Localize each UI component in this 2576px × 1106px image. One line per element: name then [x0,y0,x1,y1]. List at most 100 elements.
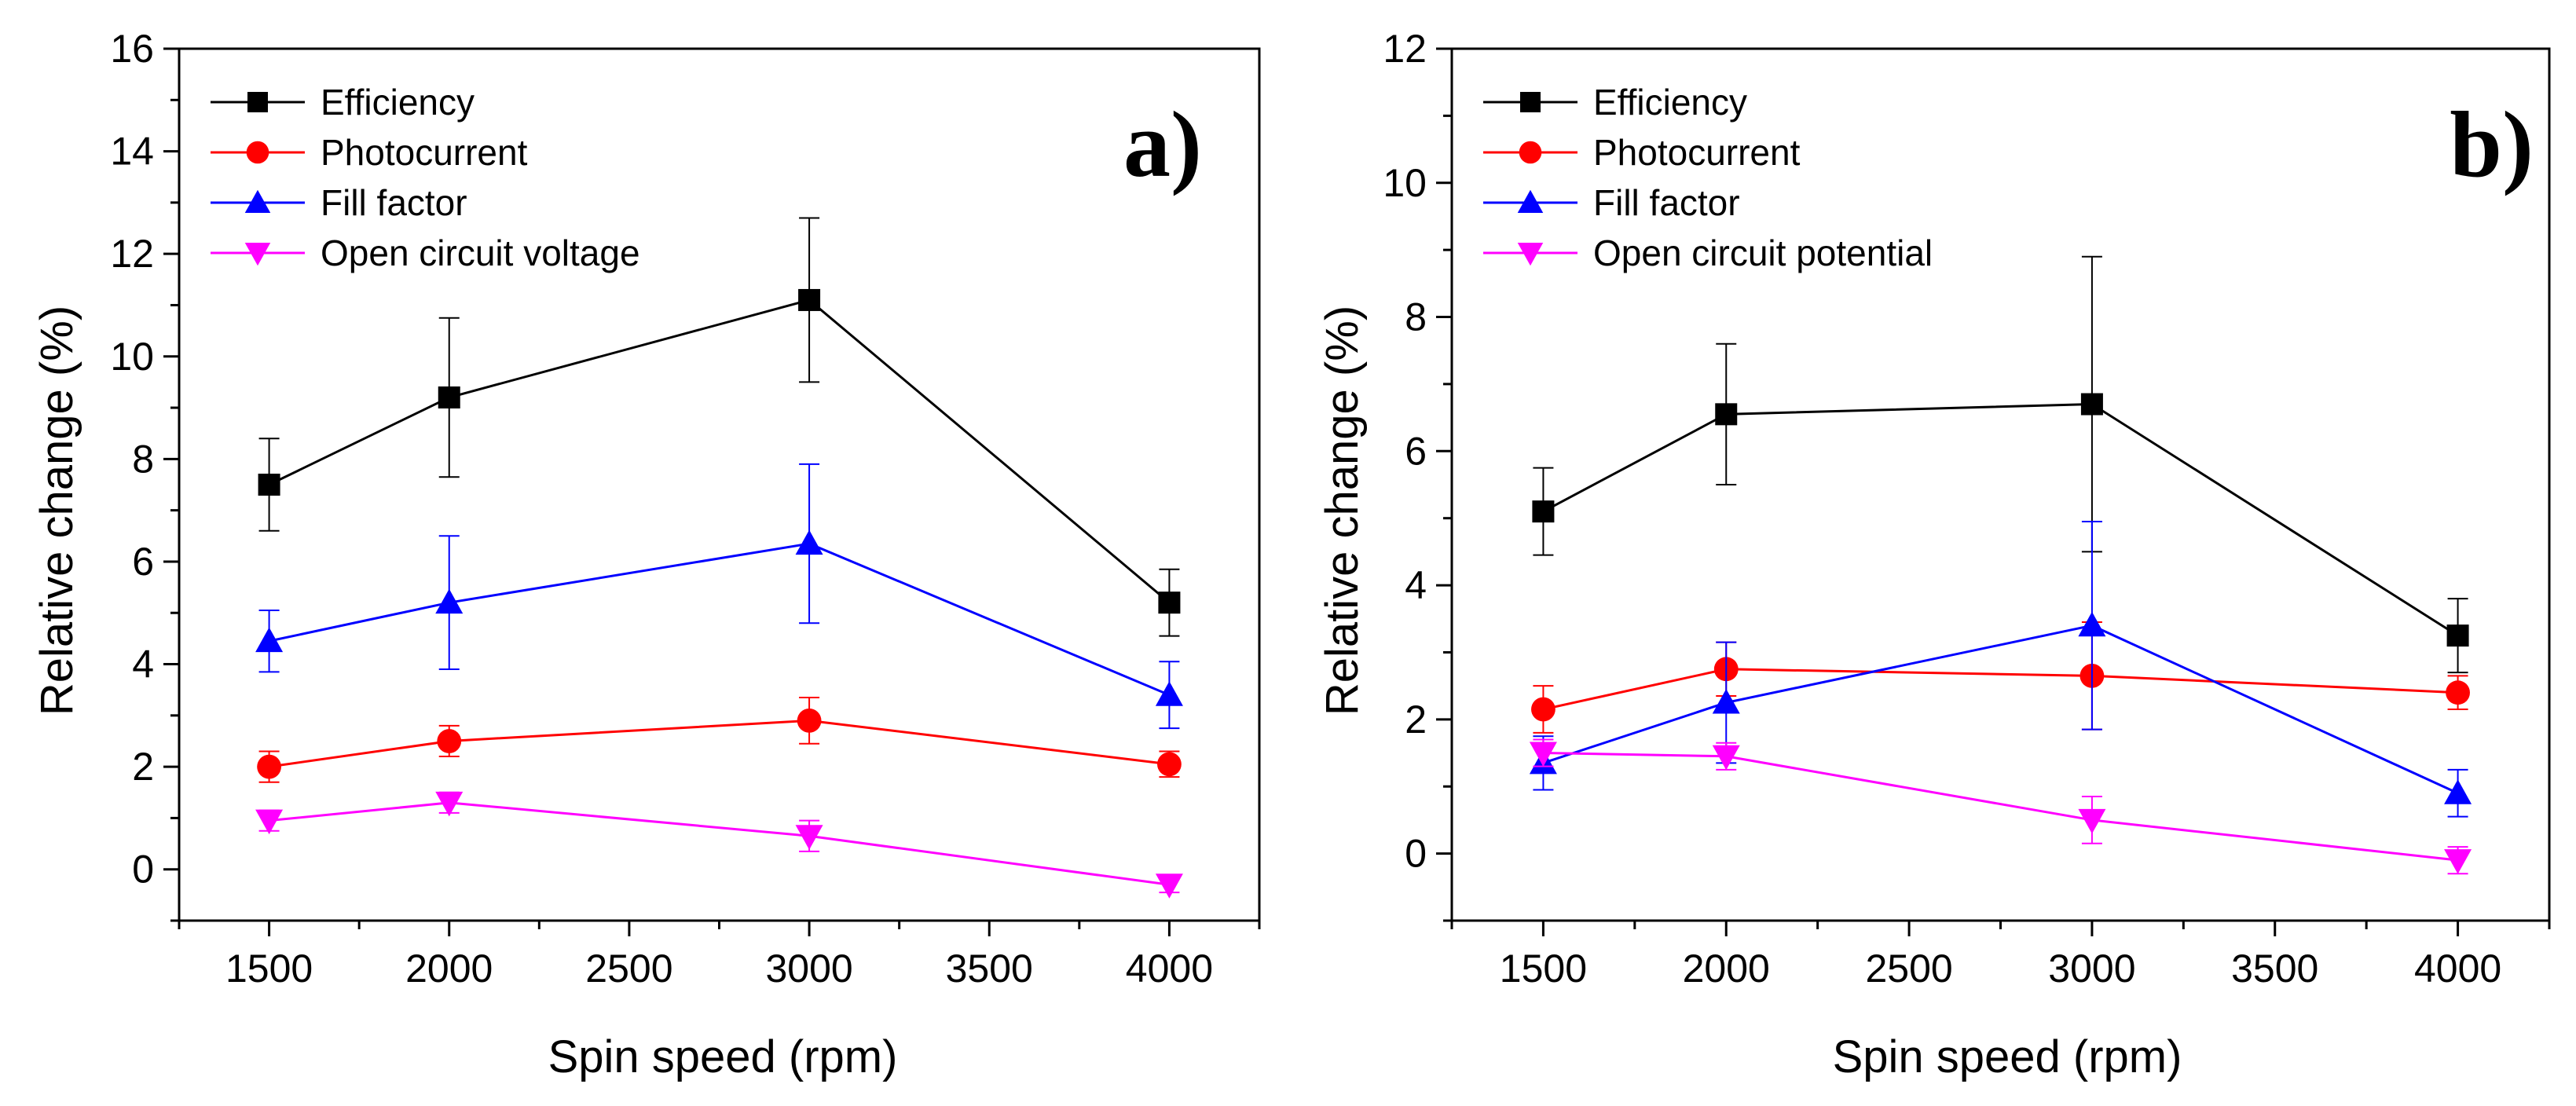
y-tick-label: 8 [1405,295,1427,339]
x-tick-label: 3000 [765,947,852,991]
y-tick-label: 10 [110,335,154,379]
x-tick-label: 3000 [2048,947,2135,991]
data-point [1712,689,1740,714]
x-tick-label: 2000 [1683,947,1770,991]
data-point [255,627,284,653]
y-tick-label: 6 [1405,429,1427,473]
legend-label: Photocurrent [321,132,528,173]
data-point [2078,808,2106,834]
data-point [1529,742,1557,767]
y-tick-label: 0 [1405,832,1427,876]
plot-frame [178,47,1261,922]
y-axis-title: Relative change (%) [1317,306,1368,716]
series-line [1543,752,2458,862]
legend-marker [1519,141,1542,164]
x-tick-label: 3500 [946,947,1033,991]
series-line [1542,624,2459,795]
data-point [2080,393,2103,416]
legend-label: Photocurrent [1593,132,1801,173]
legend-marker [247,92,268,112]
series-line [269,719,1170,768]
chart-panel-a: a) Spin speed (rpm) Relative change (%) … [31,27,1261,1082]
series-line [1542,403,2459,637]
data-point [2444,779,2472,804]
legend-marker [244,243,271,266]
data-point [1158,591,1181,614]
plot-frame [1450,47,2551,922]
y-tick-label: 14 [110,130,154,174]
y-tick-label: 4 [1405,563,1427,607]
data-point [435,791,464,817]
data-point [1155,873,1183,899]
data-point [1155,681,1183,706]
y-tick-label: 4 [132,643,154,687]
data-point [435,588,464,614]
x-tick-label: 4000 [1126,947,1213,991]
x-tick-label: 4000 [2414,947,2501,991]
series-fill-factor [255,463,1183,730]
series-line [269,801,1170,886]
data-point [438,386,460,408]
series-fill-factor [1529,520,2472,818]
panel-label: b) [2450,92,2534,196]
legend-marker [246,141,269,164]
chart-panel-b: b) Spin speed (rpm) Relative change (%) … [1317,27,2551,1082]
legend: Efficiency Photocurrent Fill factor Open ci… [211,82,640,273]
legend-marker [244,189,271,213]
legend-marker [1517,189,1544,213]
legend-marker [1517,243,1544,266]
data-point [437,729,462,753]
series-line [1543,668,2458,711]
data-point [795,825,823,850]
data-point [1532,500,1555,523]
x-axis-title: Spin speed (rpm) [1833,1031,2182,1082]
series-line [268,298,1171,604]
x-tick-label: 2500 [585,947,672,991]
data-point [1712,745,1740,771]
data-point [2444,849,2472,874]
data-point [258,474,280,496]
y-axis-title: Relative change (%) [31,306,82,716]
legend-label: Open circuit voltage [321,233,640,273]
data-point [2078,611,2106,637]
legend-label: Efficiency [321,82,475,123]
x-tick-label: 2000 [405,947,493,991]
series-photocurrent [1531,621,2470,734]
series-open-circuit-voltage [255,791,1183,899]
series-efficiency [1532,255,2469,674]
data-point [797,708,822,733]
legend-label: Fill factor [321,182,467,223]
x-tick-label: 1500 [1500,947,1587,991]
data-point [1157,752,1182,777]
x-tick-label: 3500 [2231,947,2318,991]
legend-label: Fill factor [1593,182,1740,223]
y-tick-label: 16 [110,27,154,71]
series-photocurrent [257,696,1182,783]
series-line [269,542,1170,697]
y-tick-label: 10 [1383,161,1427,205]
data-point [798,288,821,311]
y-tick-label: 12 [1383,27,1427,71]
y-tick-label: 8 [132,437,154,481]
y-tick-label: 2 [1405,698,1427,742]
data-point [257,754,281,779]
panel-label: a) [1123,92,1202,196]
legend-label: Efficiency [1593,82,1747,123]
x-tick-label: 1500 [225,947,313,991]
legend-label: Open circuit potential [1593,233,1933,273]
legend: Efficiency Photocurrent Fill factor Open ci… [1483,82,1933,273]
x-tick-label: 2500 [1865,947,1952,991]
legend-marker [1520,92,1541,112]
series-efficiency [258,217,1181,637]
data-point [1715,403,1738,426]
series-open-circuit-potential [1529,738,2472,875]
x-axis-title: Spin speed (rpm) [548,1031,898,1082]
y-tick-label: 12 [110,232,154,276]
data-point [795,529,823,555]
data-point [255,809,284,835]
y-tick-label: 2 [132,745,154,789]
y-tick-label: 0 [132,848,154,892]
y-tick-label: 6 [132,540,154,584]
data-point [2446,624,2469,647]
